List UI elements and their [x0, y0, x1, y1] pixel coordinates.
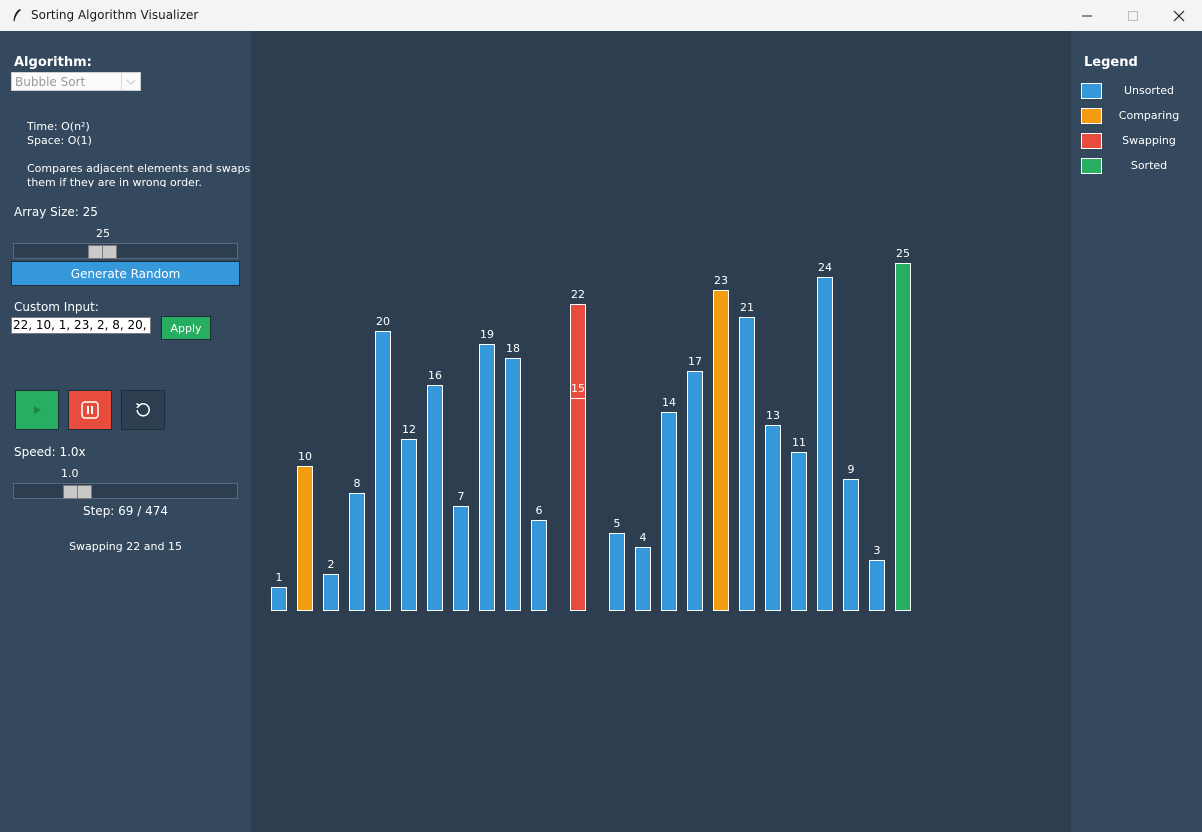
algorithm-description-line2: them if they are in wrong order. — [27, 176, 202, 187]
array-bar — [661, 412, 677, 611]
array-size-slider-handle[interactable] — [88, 245, 117, 259]
array-bar — [479, 344, 495, 611]
speed-slider[interactable] — [13, 483, 238, 499]
array-bar — [817, 277, 833, 611]
custom-input-label: Custom Input: — [14, 300, 99, 314]
array-bar — [713, 290, 729, 611]
array-bar — [687, 371, 703, 611]
array-bar — [427, 385, 443, 611]
algorithm-label: Algorithm: — [14, 55, 92, 70]
pause-icon — [81, 401, 99, 419]
array-bar — [869, 560, 885, 611]
bar-value-label: 20 — [376, 315, 390, 328]
window-title: Sorting Algorithm Visualizer — [31, 8, 199, 22]
array-bar — [505, 358, 521, 611]
array-bar — [453, 506, 469, 611]
legend-swatch-sorted — [1081, 158, 1102, 174]
legend-title: Legend — [1084, 55, 1138, 70]
custom-input-field[interactable]: 22, 10, 1, 23, 2, 8, 20, 12, — [11, 317, 151, 334]
bar-value-label: 7 — [457, 490, 465, 503]
minimize-button[interactable] — [1064, 0, 1110, 31]
legend-panel: Legend Unsorted Comparing Swapping Sorte… — [1071, 31, 1202, 832]
status-text: Swapping 22 and 15 — [69, 540, 182, 553]
title-bar: Sorting Algorithm Visualizer — [0, 0, 1202, 32]
space-complexity: Space: O(1) — [27, 134, 92, 147]
array-bar — [570, 304, 586, 611]
array-bar — [843, 479, 859, 611]
legend-label-swapping: Swapping — [1122, 134, 1176, 147]
bar-value-label: 16 — [428, 369, 442, 382]
bar-value-label: 14 — [662, 396, 676, 409]
array-bar — [349, 493, 365, 611]
bar-value-label: 11 — [792, 436, 806, 449]
speed-slider-handle[interactable] — [63, 485, 92, 499]
bar-value-label: 4 — [639, 531, 647, 544]
array-bar — [609, 533, 625, 611]
array-bar — [297, 466, 313, 611]
algorithm-description-line1: Compares adjacent elements and swaps — [27, 162, 251, 175]
reset-icon — [136, 402, 150, 417]
bar-value-label: 18 — [506, 342, 520, 355]
bar-value-label: 17 — [688, 355, 702, 368]
chevron-down-icon — [121, 73, 140, 90]
array-bar — [765, 425, 781, 611]
step-counter: Step: 69 / 474 — [82, 504, 169, 518]
array-bar — [739, 317, 755, 611]
apply-button[interactable]: Apply — [161, 316, 211, 340]
array-bar — [531, 520, 547, 611]
array-size-label: Array Size: 25 — [14, 205, 98, 219]
bar-value-label: 25 — [896, 247, 910, 260]
bar-value-label: 8 — [353, 477, 361, 490]
visualization-canvas: 1 10 2 8 20 12 16 7 19 18 6 22 15 5 4 14 17 23 21 13 11 24 9 3 2… — [251, 31, 1071, 832]
pause-button[interactable] — [68, 390, 112, 430]
bar-value-label: 23 — [714, 274, 728, 287]
close-icon — [1173, 10, 1185, 21]
array-size-slider[interactable] — [13, 243, 238, 259]
bar-value-label: 10 — [298, 450, 312, 463]
bar-value-label: 3 — [873, 544, 881, 557]
bar-value-label: 1 — [275, 571, 283, 584]
feather-icon — [12, 8, 22, 23]
overlap-divider — [570, 398, 586, 399]
bar-value-label: 9 — [847, 463, 855, 476]
reset-button[interactable] — [121, 390, 165, 430]
array-bar — [895, 263, 911, 611]
array-bar — [375, 331, 391, 611]
bar-value-label: 15 — [571, 382, 585, 395]
close-button[interactable] — [1156, 0, 1202, 31]
legend-label-sorted: Sorted — [1130, 159, 1168, 172]
bar-value-label: 5 — [613, 517, 621, 530]
bar-value-label: 21 — [740, 301, 754, 314]
control-panel: Algorithm: Bubble Sort Time: O(n²) Space… — [0, 31, 251, 832]
bar-value-label: 13 — [766, 409, 780, 422]
minimize-icon — [1082, 15, 1092, 16]
play-button[interactable] — [15, 390, 59, 430]
legend-swatch-unsorted — [1081, 83, 1102, 99]
legend-label-unsorted: Unsorted — [1123, 84, 1175, 97]
algorithm-select-value: Bubble Sort — [15, 75, 86, 89]
array-bar — [791, 452, 807, 611]
array-bar — [323, 574, 339, 611]
bar-value-label: 22 — [571, 288, 585, 301]
bar-value-label: 12 — [402, 423, 416, 436]
maximize-icon — [1128, 10, 1138, 21]
speed-label: Speed: 1.0x — [14, 445, 86, 459]
algorithm-select[interactable]: Bubble Sort — [11, 72, 141, 91]
speed-value: 1.0 — [61, 467, 79, 480]
generate-random-button[interactable]: Generate Random — [11, 261, 240, 286]
bar-value-label: 6 — [535, 504, 543, 517]
array-bar — [635, 547, 651, 611]
bar-value-label: 24 — [818, 261, 832, 274]
bar-value-label: 19 — [480, 328, 494, 341]
legend-swatch-comparing — [1081, 108, 1102, 124]
array-size-value: 25 — [96, 227, 110, 240]
bar-value-label: 2 — [327, 558, 335, 571]
play-icon — [34, 406, 41, 414]
time-complexity: Time: O(n²) — [27, 120, 90, 133]
array-bar — [401, 439, 417, 611]
maximize-button[interactable] — [1110, 0, 1156, 31]
legend-swatch-swapping — [1081, 133, 1102, 149]
array-bar — [271, 587, 287, 611]
legend-label-comparing: Comparing — [1118, 109, 1180, 122]
